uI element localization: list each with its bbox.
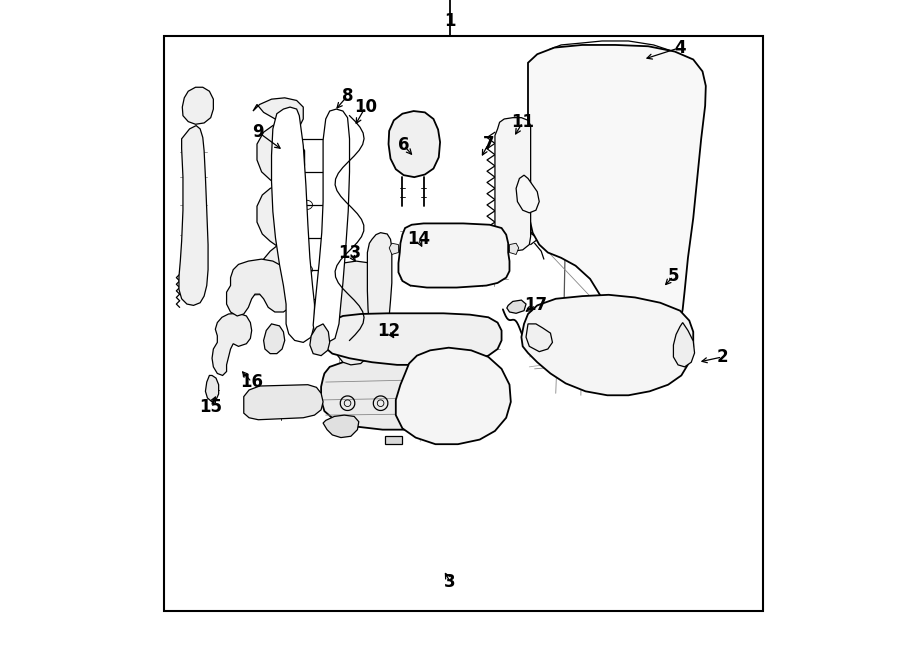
Polygon shape xyxy=(509,243,518,254)
Polygon shape xyxy=(389,243,399,254)
Text: 8: 8 xyxy=(342,87,354,105)
Polygon shape xyxy=(528,45,706,340)
Polygon shape xyxy=(212,313,252,375)
Polygon shape xyxy=(396,348,511,444)
Polygon shape xyxy=(323,313,501,365)
Polygon shape xyxy=(526,324,553,352)
Polygon shape xyxy=(385,436,402,444)
Polygon shape xyxy=(673,323,695,367)
Polygon shape xyxy=(272,107,314,342)
Polygon shape xyxy=(244,385,323,420)
Polygon shape xyxy=(367,233,392,362)
Polygon shape xyxy=(323,415,359,438)
Text: 4: 4 xyxy=(674,38,686,57)
Text: 9: 9 xyxy=(253,123,264,141)
Polygon shape xyxy=(227,259,292,316)
Polygon shape xyxy=(183,87,213,124)
Text: 16: 16 xyxy=(240,373,263,391)
Polygon shape xyxy=(321,360,501,430)
Polygon shape xyxy=(205,375,219,402)
Polygon shape xyxy=(495,118,531,251)
Text: 15: 15 xyxy=(199,397,222,416)
Polygon shape xyxy=(516,175,539,213)
Text: 1: 1 xyxy=(445,12,455,30)
Text: 17: 17 xyxy=(525,296,547,315)
Polygon shape xyxy=(323,261,385,365)
Polygon shape xyxy=(310,324,329,356)
Text: 13: 13 xyxy=(338,243,361,262)
Text: 2: 2 xyxy=(716,348,728,366)
Polygon shape xyxy=(264,324,284,354)
Polygon shape xyxy=(253,98,304,286)
Polygon shape xyxy=(507,300,526,313)
Text: 14: 14 xyxy=(407,230,430,249)
Bar xyxy=(165,36,762,611)
Text: 7: 7 xyxy=(482,135,494,153)
Polygon shape xyxy=(179,126,208,305)
Text: 3: 3 xyxy=(445,572,455,591)
Polygon shape xyxy=(521,295,693,395)
Polygon shape xyxy=(313,109,349,342)
Text: 10: 10 xyxy=(354,98,377,116)
Polygon shape xyxy=(389,111,440,177)
Text: 12: 12 xyxy=(378,321,400,340)
Text: 5: 5 xyxy=(668,267,680,286)
Text: 6: 6 xyxy=(398,136,410,155)
Polygon shape xyxy=(399,223,509,288)
Text: 11: 11 xyxy=(511,113,535,132)
